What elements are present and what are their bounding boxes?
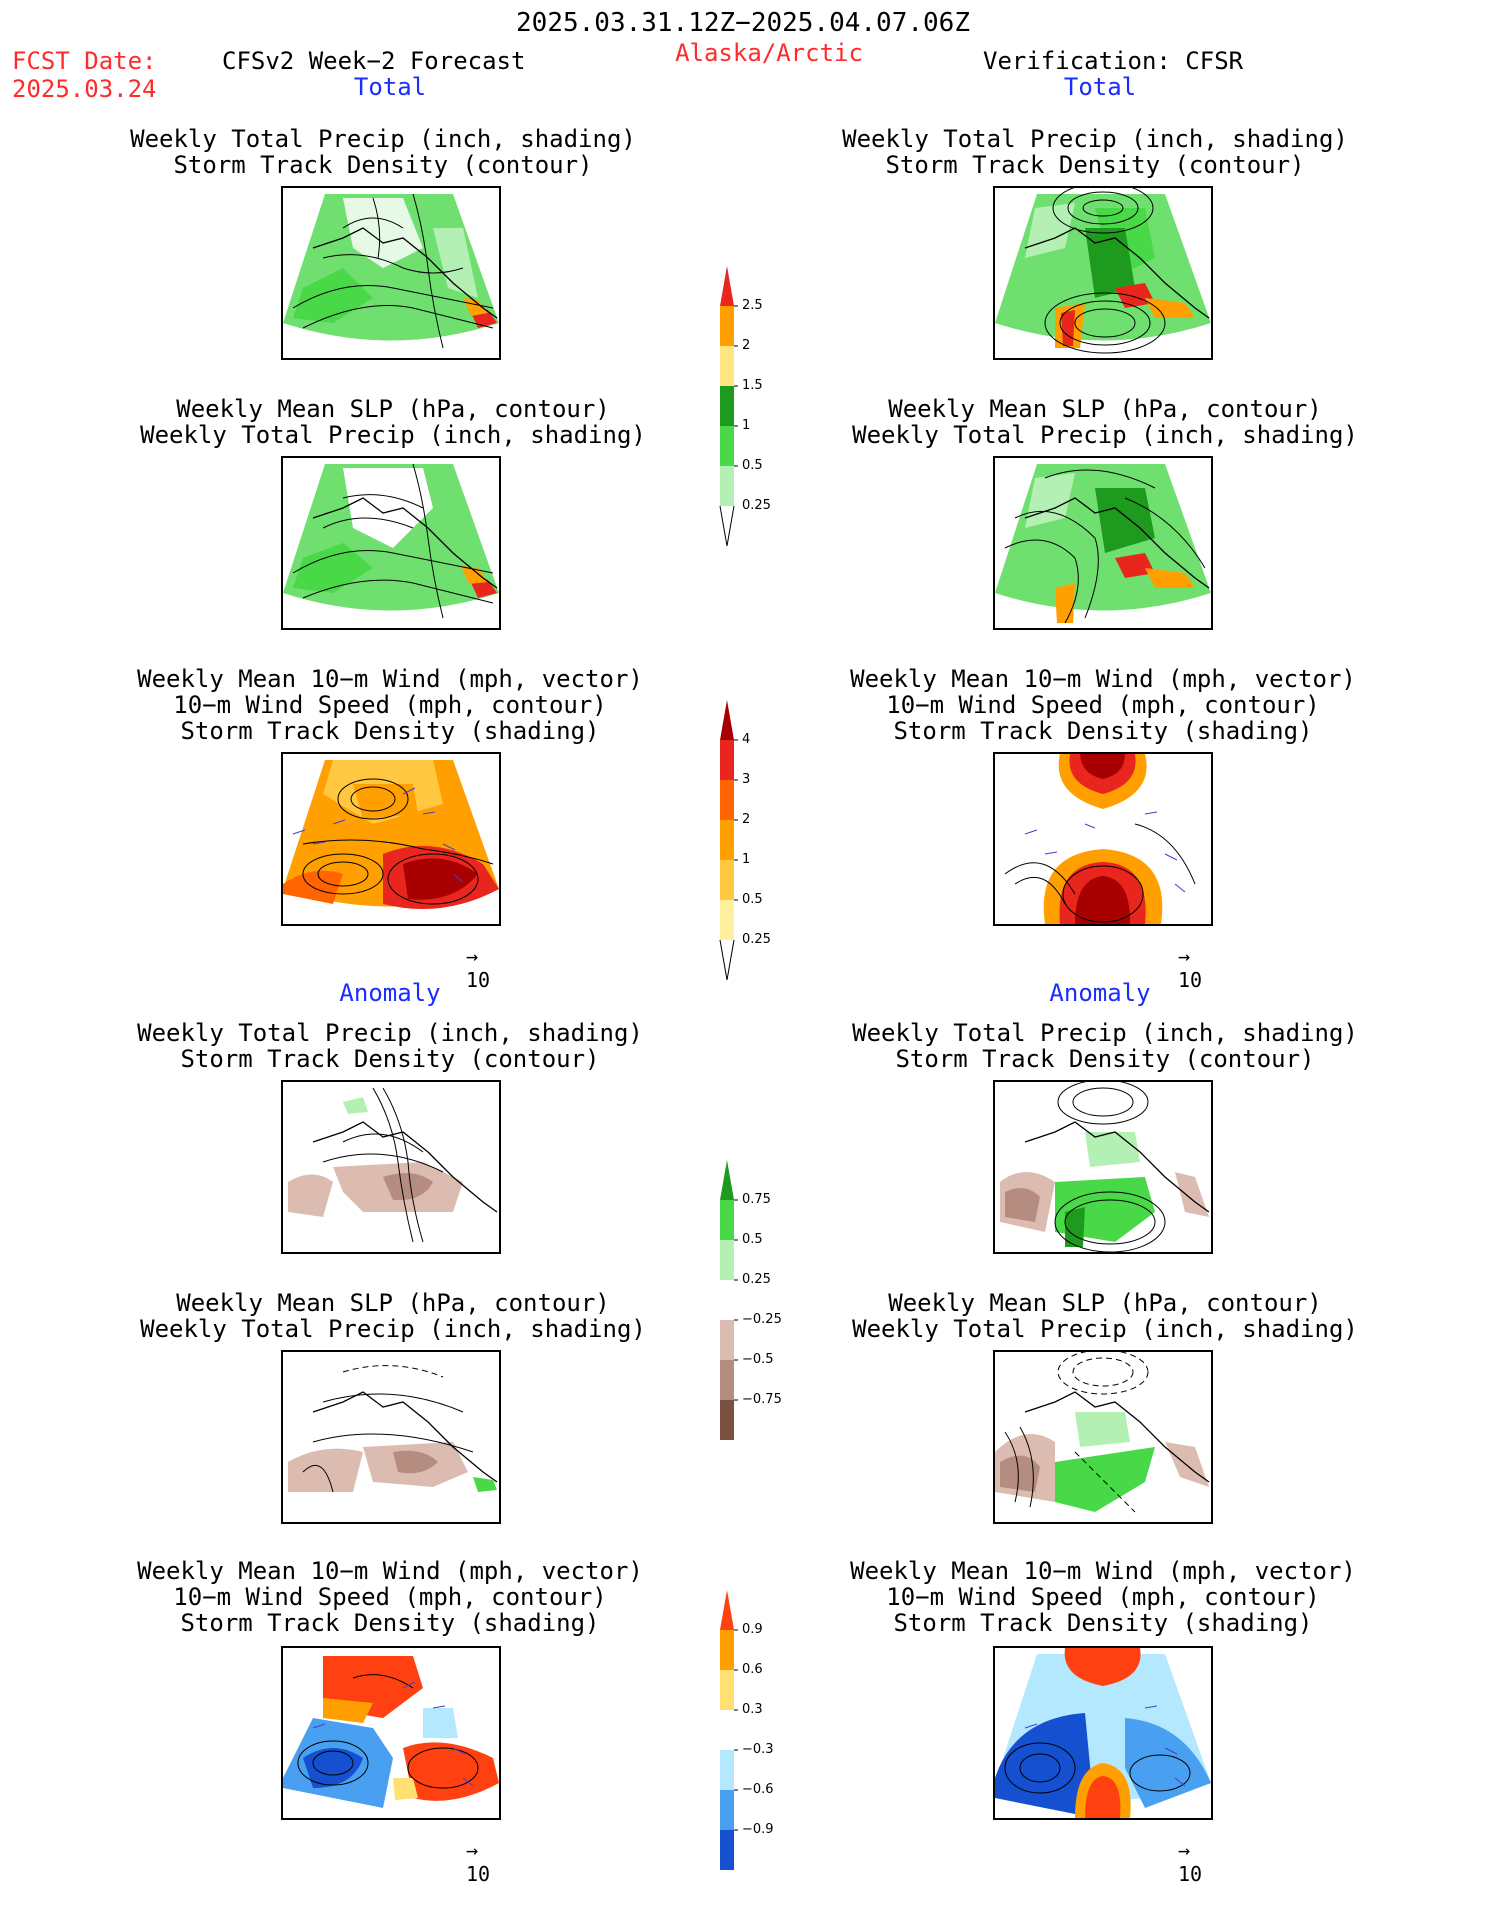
colorbar-label: 0.25 bbox=[742, 932, 771, 947]
colorbar-label: 0.9 bbox=[742, 1622, 763, 1637]
map-wind-track-anomaly-forecast bbox=[281, 1646, 501, 1820]
colorbar-precip-anomaly: 0.75 0.5 0.25 −0.25 −0.5 −0.75 bbox=[712, 1160, 782, 1440]
valid-period: 2025.03.31.12Z−2025.04.07.06Z bbox=[516, 8, 970, 38]
panel-title: Weekly Total Precip (inch, shading) Storm… bbox=[130, 125, 636, 179]
verification-label: Verification: CFSR bbox=[983, 47, 1244, 75]
colorbar-label: −0.3 bbox=[742, 1742, 774, 1757]
colorbar-segment bbox=[720, 1710, 734, 1750]
arrow-right-icon: → bbox=[1178, 944, 1191, 968]
map-slp-precip-verification bbox=[993, 456, 1213, 630]
colorbar-label: 4 bbox=[742, 732, 751, 747]
colorbar-label: 0.6 bbox=[742, 1662, 763, 1677]
colorbar-cap bbox=[720, 1160, 734, 1200]
panel-title: Weekly Total Precip (inch, shading) Storm… bbox=[842, 125, 1348, 179]
colorbar-label: −0.9 bbox=[742, 1822, 774, 1837]
colorbar-segment bbox=[720, 740, 734, 780]
colorbar-label: 0.5 bbox=[742, 892, 763, 907]
panel-title: Weekly Mean SLP (hPa, contour) Weekly Tot… bbox=[140, 395, 646, 449]
colorbar-precip-total: 2.5 2 1.5 1 0.5 0.25 bbox=[712, 266, 782, 546]
panel-title: Weekly Mean 10−m Wind (mph, vector) 10−m … bbox=[137, 665, 643, 745]
map-slp-precip-anomaly-verification bbox=[993, 1350, 1213, 1524]
colorbar-label: −0.25 bbox=[742, 1312, 782, 1327]
colorbar-label: 1 bbox=[742, 852, 751, 867]
colorbar-segment bbox=[720, 1200, 734, 1240]
colorbar-segment bbox=[720, 1280, 734, 1320]
region-label: Alaska/Arctic bbox=[675, 39, 863, 67]
colorbar-label: 0.5 bbox=[742, 458, 763, 473]
colorbar-track-total: 4 3 2 1 0.5 0.25 bbox=[712, 700, 782, 980]
arrow-right-icon: → bbox=[466, 1838, 479, 1862]
colorbar-label: 0.25 bbox=[742, 498, 771, 513]
colorbar-segment bbox=[720, 1400, 734, 1440]
panel-title: Weekly Mean 10−m Wind (mph, vector) 10−m … bbox=[850, 665, 1356, 745]
colorbar-cap bbox=[720, 1590, 734, 1630]
panel-title: Weekly Mean SLP (hPa, contour) Weekly Tot… bbox=[140, 1289, 646, 1343]
colorbar-segment bbox=[720, 1320, 734, 1360]
colorbar-segment bbox=[720, 1670, 734, 1710]
colorbar-segment bbox=[720, 900, 734, 940]
arrow-right-icon: → bbox=[1178, 1838, 1191, 1862]
map-wind-track-forecast bbox=[281, 752, 501, 926]
colorbar-cap bbox=[720, 700, 734, 740]
colorbar-label: −0.75 bbox=[742, 1392, 782, 1407]
colorbar-label: 0.3 bbox=[742, 1702, 763, 1717]
map-precip-track-anomaly-verification bbox=[993, 1080, 1213, 1254]
fcst-date: 2025.03.24 bbox=[12, 75, 157, 103]
colorbar-label: 2 bbox=[742, 812, 751, 827]
colorbar-segment bbox=[720, 346, 734, 386]
colorbar-label: 2 bbox=[742, 338, 751, 353]
colorbar-track-anomaly: 0.9 0.6 0.3 −0.3 −0.6 −0.9 bbox=[712, 1590, 782, 1870]
section-anomaly-right: Anomaly bbox=[1049, 979, 1151, 1007]
map-slp-precip-anomaly-forecast bbox=[281, 1350, 501, 1524]
colorbar-label: 1.5 bbox=[742, 378, 763, 393]
section-anomaly-left: Anomaly bbox=[339, 979, 441, 1007]
colorbar-label: −0.5 bbox=[742, 1352, 774, 1367]
colorbar-label: 0.25 bbox=[742, 1272, 771, 1287]
colorbar-label: 0.5 bbox=[742, 1232, 763, 1247]
colorbar-segment bbox=[720, 780, 734, 820]
colorbar-label: −0.6 bbox=[742, 1782, 774, 1797]
vector-scale: → 10 bbox=[1178, 944, 1203, 992]
map-slp-precip-forecast bbox=[281, 456, 501, 630]
colorbar-label: 1 bbox=[742, 418, 751, 433]
colorbar-segment bbox=[720, 426, 734, 466]
map-wind-track-verification bbox=[993, 752, 1213, 926]
fcst-label: FCST Date: bbox=[12, 47, 157, 75]
colorbar-segment bbox=[720, 1830, 734, 1870]
colorbar-segment bbox=[720, 860, 734, 900]
vector-scale: → 10 bbox=[466, 1838, 491, 1886]
colorbar-segment bbox=[720, 1790, 734, 1830]
vector-scale: → 10 bbox=[1178, 1838, 1203, 1886]
map-precip-track-forecast bbox=[281, 186, 501, 360]
colorbar-segment bbox=[720, 466, 734, 506]
map-precip-track-anomaly-forecast bbox=[281, 1080, 501, 1254]
panel-title: Weekly Total Precip (inch, shading) Storm… bbox=[852, 1019, 1358, 1073]
colorbar-cap bbox=[720, 266, 734, 306]
panel-title: Weekly Mean 10−m Wind (mph, vector) 10−m … bbox=[850, 1557, 1356, 1637]
model-title: CFSv2 Week−2 Forecast bbox=[222, 47, 526, 75]
colorbar-segment bbox=[720, 386, 734, 426]
colorbar-segment bbox=[720, 820, 734, 860]
vector-scale: → 10 bbox=[466, 944, 491, 992]
colorbar-segment bbox=[720, 306, 734, 346]
colorbar-segment bbox=[720, 1750, 734, 1790]
map-precip-track-verification bbox=[993, 186, 1213, 360]
panel-title: Weekly Mean SLP (hPa, contour) Weekly Tot… bbox=[852, 395, 1358, 449]
colorbar-label: 2.5 bbox=[742, 298, 763, 313]
colorbar-segment bbox=[720, 1240, 734, 1280]
colorbar-segment bbox=[720, 1360, 734, 1400]
section-total-left: Total bbox=[353, 73, 427, 101]
colorbar-label: 3 bbox=[742, 772, 751, 787]
panel-title: Weekly Total Precip (inch, shading) Storm… bbox=[137, 1019, 643, 1073]
panel-title: Weekly Mean 10−m Wind (mph, vector) 10−m … bbox=[137, 1557, 643, 1637]
section-total-right: Total bbox=[1063, 73, 1137, 101]
map-wind-track-anomaly-verification bbox=[993, 1646, 1213, 1820]
colorbar-label: 0.75 bbox=[742, 1192, 771, 1207]
arrow-right-icon: → bbox=[466, 944, 479, 968]
panel-title: Weekly Mean SLP (hPa, contour) Weekly Tot… bbox=[852, 1289, 1358, 1343]
colorbar-segment bbox=[720, 1630, 734, 1670]
